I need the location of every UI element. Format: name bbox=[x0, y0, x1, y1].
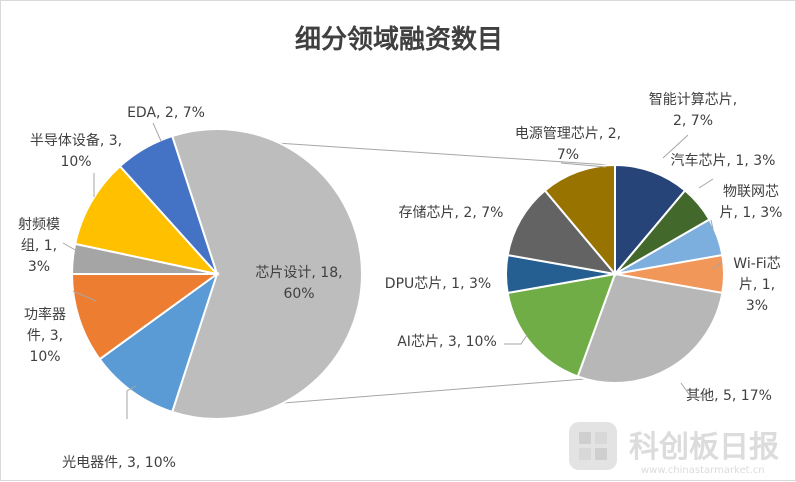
data-label-存储芯片: 存储芯片, 2, 7% bbox=[399, 205, 504, 221]
pie-slice-ai芯片 bbox=[506, 272, 617, 378]
pie-slice-电源管理芯片 bbox=[543, 163, 616, 277]
leader-line-7 bbox=[698, 178, 714, 189]
data-label-功率器件: 功率器件, 3, 10% bbox=[24, 306, 66, 365]
chart-title: 细分领域融资数目 bbox=[294, 25, 503, 55]
leader-lines bbox=[62, 122, 722, 419]
data-label-ai芯片: AI芯片, 3, 10% bbox=[397, 334, 497, 350]
data-label-eda: EDA, 2, 7% bbox=[127, 105, 205, 121]
pie-slice-存储芯片 bbox=[506, 189, 618, 276]
secondary-pie bbox=[505, 163, 725, 384]
data-label-其他: 其他, 5, 17% bbox=[686, 388, 772, 404]
pie-slice-eda bbox=[118, 134, 218, 275]
leader-line-2 bbox=[72, 290, 97, 302]
watermark-brand: 科创板日报 bbox=[629, 430, 779, 465]
watermark-url: www.chinastarmarket.cn bbox=[641, 465, 765, 476]
leader-line-9 bbox=[712, 262, 722, 270]
data-label-半导体设备: 半导体设备, 3, 10% bbox=[30, 132, 122, 170]
data-label-物联网芯片: 物联网芯片, 1, 3% bbox=[720, 184, 783, 221]
pie-slice-光电器件 bbox=[98, 271, 219, 414]
leader-line-1 bbox=[126, 385, 137, 419]
leader-line-11 bbox=[504, 334, 528, 345]
leader-line-6 bbox=[662, 134, 689, 159]
leader-line-8 bbox=[710, 219, 714, 230]
leader-line-12 bbox=[560, 162, 607, 168]
leader-line-10 bbox=[680, 382, 707, 398]
brand-logo-icon bbox=[569, 422, 617, 470]
pie-slice-智能计算芯片 bbox=[614, 163, 687, 277]
data-label-wi-fi芯片: Wi-Fi芯片, 1, 3% bbox=[733, 256, 780, 314]
data-label-芯片设计: 芯片设计, 18, 60% bbox=[255, 265, 342, 302]
watermark: 科创板日报 www.chinastarmarket.cn bbox=[569, 422, 779, 476]
data-label-射频模组: 射频模组, 1, 3% bbox=[18, 217, 60, 275]
data-label-汽车芯片: 汽车芯片, 1, 3% bbox=[671, 152, 776, 169]
data-label-智能计算芯片: 智能计算芯片, 2, 7% bbox=[649, 92, 737, 129]
data-label-dpu芯片: DPU芯片, 1, 3% bbox=[385, 276, 491, 292]
pie-slice-半导体设备 bbox=[73, 164, 220, 276]
pie-slice-功率器件 bbox=[70, 273, 221, 361]
pie-slice-其他 bbox=[576, 272, 724, 384]
main-pie bbox=[70, 128, 363, 420]
data-labels: 芯片设计, 18, 60% 光电器件, 3, 10% 功率器件, 3, 10% 射频模组,… bbox=[18, 92, 782, 471]
data-label-光电器件: 光电器件, 3, 10% bbox=[62, 455, 176, 471]
pie-slice-芯片设计 bbox=[170, 128, 363, 420]
leader-line-5 bbox=[152, 122, 162, 142]
leader-line-3 bbox=[62, 242, 78, 252]
data-label-电源管理芯片: 电源管理芯片, 2, 7% bbox=[515, 126, 621, 163]
